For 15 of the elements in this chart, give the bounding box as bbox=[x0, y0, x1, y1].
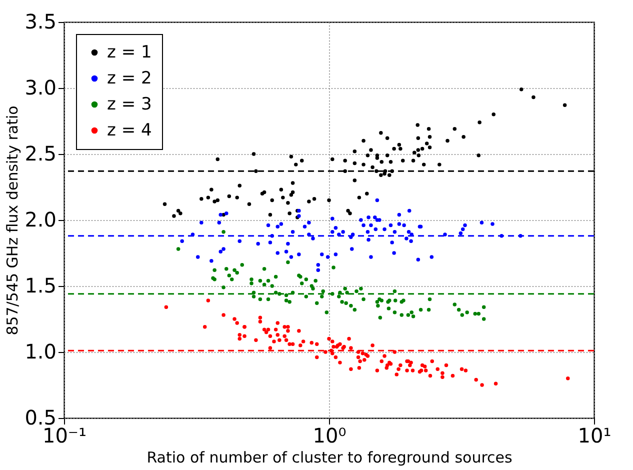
y-tick-label: 1.0 bbox=[24, 340, 56, 364]
y-tick-label: 3.0 bbox=[24, 76, 56, 100]
y-tick-label: 2.0 bbox=[24, 208, 56, 232]
legend-label: z = 1 bbox=[107, 42, 152, 62]
x-axis-title: Ratio of number of cluster to foreground sources bbox=[146, 448, 513, 466]
y-tick-label: 1.5 bbox=[24, 274, 56, 298]
x-tick-label: 10⁻¹ bbox=[42, 424, 87, 448]
legend-label: z = 2 bbox=[107, 68, 152, 88]
y-tick-label: 3.5 bbox=[24, 10, 56, 34]
legend-label: z = 3 bbox=[107, 94, 152, 114]
legend-label: z = 4 bbox=[107, 120, 152, 140]
x-tick-label: 10¹ bbox=[578, 424, 612, 448]
x-tick-label: 10⁰ bbox=[312, 424, 346, 448]
y-axis-title: 857/545 GHz flux density ratio bbox=[4, 106, 22, 336]
y-tick-label: 2.5 bbox=[24, 142, 56, 166]
